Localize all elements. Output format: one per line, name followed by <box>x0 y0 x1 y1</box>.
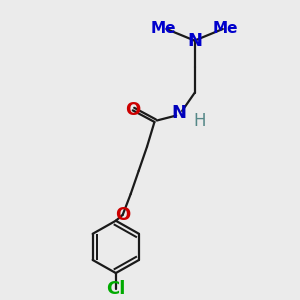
Text: Cl: Cl <box>106 280 125 298</box>
Text: N: N <box>172 104 187 122</box>
Text: O: O <box>125 101 140 119</box>
Text: H: H <box>194 112 206 130</box>
Text: Me: Me <box>213 22 239 37</box>
Text: O: O <box>115 206 130 224</box>
Text: Me: Me <box>151 22 176 37</box>
Text: N: N <box>187 32 202 50</box>
